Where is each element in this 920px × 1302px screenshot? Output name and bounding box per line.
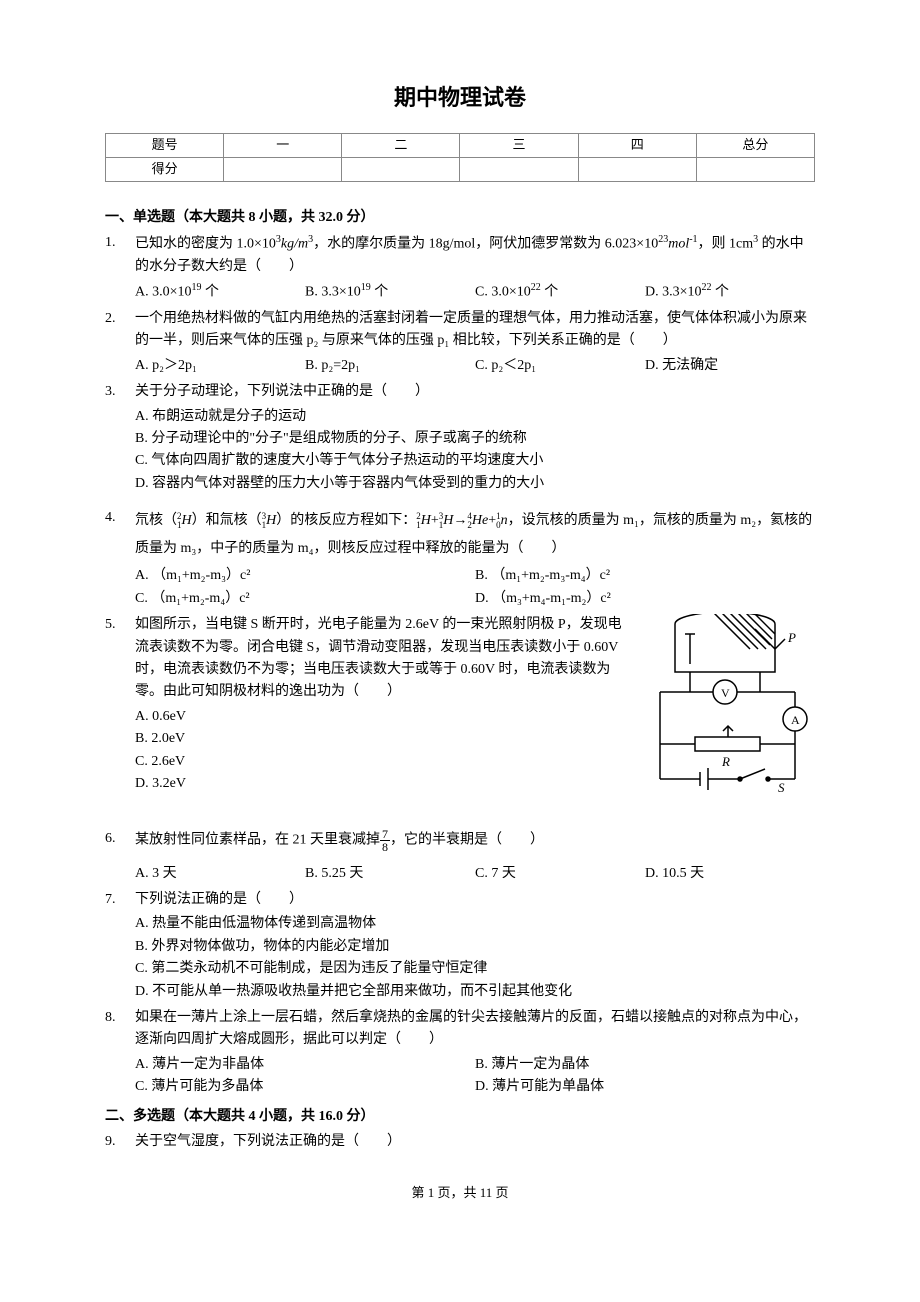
- q5-opt-a: A. 0.6eV: [135, 706, 632, 728]
- q4-opt-c: C. （m₁+m₂-m₄）c²: [135, 588, 475, 610]
- svg-text:P: P: [787, 630, 796, 645]
- q2-opt-b: B. p₂=2p₁: [305, 355, 475, 377]
- q5-circuit-diagram: P V A R S: [640, 614, 815, 807]
- q6-opt-b: B. 5.25 天: [305, 863, 475, 885]
- q9-text: 关于空气湿度，下列说法正确的是（ ）: [135, 1131, 815, 1153]
- question-2: 2. 一个用绝热材料做的气缸内用绝热的活塞封闭着一定质量的理想气体，用力推动活塞…: [105, 308, 815, 377]
- q7-options: A. 热量不能由低温物体传递到高温物体 B. 外界对物体做功，物体的内能必定增加…: [135, 913, 815, 1003]
- q4-options: A. （m₁+m₂-m₃）c² B. （m₁+m₂-m₃-m₄）c² C. （m…: [135, 565, 815, 610]
- q7-text: 下列说法正确的是（ ）: [135, 889, 815, 911]
- q5-text: 如图所示，当电键 S 断开时，光电子能量为 2.6eV 的一束光照射阴极 P，发…: [135, 614, 632, 704]
- q8-opt-c: C. 薄片可能为多晶体: [135, 1076, 475, 1098]
- svg-text:S: S: [778, 780, 785, 795]
- q1-text: 已知水的密度为 1.0×103kg/m3，水的摩尔质量为 18g/mol，阿伏加…: [135, 232, 815, 278]
- q3-opt-c: C. 气体向四周扩散的速度大小等于气体分子热运动的平均速度大小: [135, 450, 815, 472]
- q8-text: 如果在一薄片上涂上一层石蜡，然后拿烧热的金属的针尖去接触薄片的反面，石蜡以接触点…: [135, 1007, 815, 1052]
- q8-number: 8.: [105, 1007, 135, 1029]
- exam-title: 期中物理试卷: [105, 80, 815, 115]
- q3-text: 关于分子动理论，下列说法中正确的是（ ）: [135, 381, 815, 403]
- q1-opt-a: A. 3.0×1019 个: [135, 280, 305, 304]
- q3-opt-d: D. 容器内气体对器壁的压力大小等于容器内气体受到的重力的大小: [135, 473, 815, 495]
- q3-opt-b: B. 分子动理论中的"分子"是组成物质的分子、原子或离子的统称: [135, 428, 815, 450]
- score-cell-1: [224, 158, 342, 182]
- svg-text:A: A: [791, 713, 800, 727]
- q6-text: 某放射性同位素样品，在 21 天里衰减掉78，它的半衰期是（ ）: [135, 828, 815, 853]
- q7-opt-a: A. 热量不能由低温物体传递到高温物体: [135, 913, 815, 935]
- score-table: 题号 一 二 三 四 总分 得分: [105, 133, 815, 182]
- q1-opt-d: D. 3.3×1022 个: [645, 280, 815, 304]
- q4-number: 4.: [105, 507, 135, 529]
- score-row-label: 得分: [106, 158, 224, 182]
- question-8: 8. 如果在一薄片上涂上一层石蜡，然后拿烧热的金属的针尖去接触薄片的反面，石蜡以…: [105, 1007, 815, 1099]
- score-header-1: 一: [224, 134, 342, 158]
- svg-text:V: V: [721, 686, 730, 700]
- question-4: 4. 氘核（21H）和氚核（31H）的核反应方程如下：21H+31H→42He+…: [105, 507, 815, 610]
- q5-opt-b: B. 2.0eV: [135, 728, 632, 750]
- q6-opt-c: C. 7 天: [475, 863, 645, 885]
- question-1: 1. 已知水的密度为 1.0×103kg/m3，水的摩尔质量为 18g/mol，…: [105, 232, 815, 304]
- question-9: 9. 关于空气湿度，下列说法正确的是（ ）: [105, 1131, 815, 1153]
- q2-opt-a: A. p₂＞2p₁: [135, 355, 305, 377]
- question-5: 5. 如图所示，当电键 S 断开时，光电子能量为 2.6eV 的一束光照射阴极 …: [105, 614, 815, 807]
- q1-options: A. 3.0×1019 个 B. 3.3×1019 个 C. 3.0×1022 …: [135, 280, 815, 304]
- q7-opt-d: D. 不可能从单一热源吸收热量并把它全部用来做功，而不引起其他变化: [135, 981, 815, 1003]
- q8-opt-b: B. 薄片一定为晶体: [475, 1054, 815, 1076]
- q9-number: 9.: [105, 1131, 135, 1153]
- question-6: 6. 某放射性同位素样品，在 21 天里衰减掉78，它的半衰期是（ ） A. 3…: [105, 828, 815, 885]
- svg-text:R: R: [721, 754, 730, 769]
- q5-number: 5.: [105, 614, 135, 636]
- q1-opt-b: B. 3.3×1019 个: [305, 280, 475, 304]
- question-7: 7. 下列说法正确的是（ ） A. 热量不能由低温物体传递到高温物体 B. 外界…: [105, 889, 815, 1003]
- score-header-3: 三: [460, 134, 578, 158]
- q6-opt-a: A. 3 天: [135, 863, 305, 885]
- q6-options: A. 3 天 B. 5.25 天 C. 7 天 D. 10.5 天: [135, 863, 815, 885]
- q7-opt-b: B. 外界对物体做功，物体的内能必定增加: [135, 936, 815, 958]
- score-cell-2: [342, 158, 460, 182]
- q1-opt-c: C. 3.0×1022 个: [475, 280, 645, 304]
- score-header-total: 总分: [696, 134, 814, 158]
- q8-opt-d: D. 薄片可能为单晶体: [475, 1076, 815, 1098]
- q2-number: 2.: [105, 308, 135, 330]
- q5-opt-c: C. 2.6eV: [135, 751, 632, 773]
- score-cell-3: [460, 158, 578, 182]
- q4-text: 氘核（21H）和氚核（31H）的核反应方程如下：21H+31H→42He+10n…: [135, 507, 815, 563]
- q3-number: 3.: [105, 381, 135, 403]
- q4-opt-b: B. （m₁+m₂-m₃-m₄）c²: [475, 565, 815, 587]
- q2-text: 一个用绝热材料做的气缸内用绝热的活塞封闭着一定质量的理想气体，用力推动活塞，使气…: [135, 308, 815, 353]
- page-footer: 第 1 页，共 11 页: [105, 1183, 815, 1204]
- q8-opt-a: A. 薄片一定为非晶体: [135, 1054, 475, 1076]
- score-cell-4: [578, 158, 696, 182]
- q3-opt-a: A. 布朗运动就是分子的运动: [135, 406, 815, 428]
- q4-opt-d: D. （m₃+m₄-m₁-m₂）c²: [475, 588, 815, 610]
- section-2-header: 二、多选题（本大题共 4 小题，共 16.0 分）: [105, 1106, 815, 1128]
- score-header-4: 四: [578, 134, 696, 158]
- q4-opt-a: A. （m₁+m₂-m₃）c²: [135, 565, 475, 587]
- question-3: 3. 关于分子动理论，下列说法中正确的是（ ） A. 布朗运动就是分子的运动 B…: [105, 381, 815, 495]
- q2-opt-c: C. p₂＜2p₁: [475, 355, 645, 377]
- q6-number: 6.: [105, 828, 135, 850]
- q1-number: 1.: [105, 232, 135, 254]
- q2-opt-d: D. 无法确定: [645, 355, 815, 377]
- q7-opt-c: C. 第二类永动机不可能制成，是因为违反了能量守恒定律: [135, 958, 815, 980]
- q2-options: A. p₂＞2p₁ B. p₂=2p₁ C. p₂＜2p₁ D. 无法确定: [135, 355, 815, 377]
- q7-number: 7.: [105, 889, 135, 911]
- q3-options: A. 布朗运动就是分子的运动 B. 分子动理论中的"分子"是组成物质的分子、原子…: [135, 406, 815, 496]
- score-header-2: 二: [342, 134, 460, 158]
- q5-opt-d: D. 3.2eV: [135, 773, 632, 795]
- q8-options: A. 薄片一定为非晶体 B. 薄片一定为晶体 C. 薄片可能为多晶体 D. 薄片…: [135, 1054, 815, 1099]
- score-header-label: 题号: [106, 134, 224, 158]
- score-cell-total: [696, 158, 814, 182]
- q5-options: A. 0.6eV B. 2.0eV C. 2.6eV D. 3.2eV: [135, 706, 632, 796]
- q6-opt-d: D. 10.5 天: [645, 863, 815, 885]
- section-1-header: 一、单选题（本大题共 8 小题，共 32.0 分）: [105, 207, 815, 229]
